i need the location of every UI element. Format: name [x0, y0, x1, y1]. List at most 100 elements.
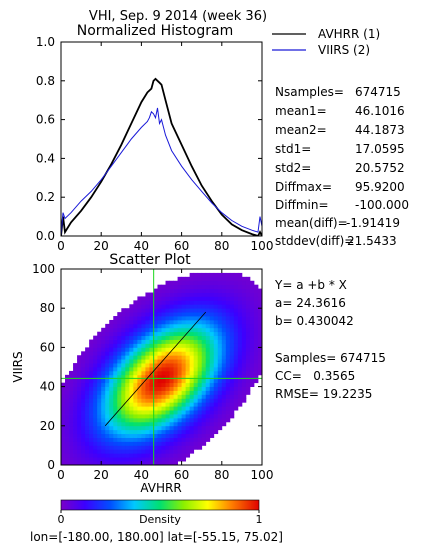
density-cell — [221, 284, 227, 289]
density-cell — [149, 312, 154, 317]
density-cell — [201, 343, 207, 348]
density-cell — [117, 351, 122, 356]
density-cell — [97, 386, 102, 391]
density-cell — [229, 359, 235, 364]
density-cell — [81, 363, 86, 368]
density-cell — [137, 437, 142, 442]
density-cell — [237, 327, 243, 333]
density-cell — [101, 390, 106, 395]
density-cell — [185, 312, 191, 317]
scatter-y-tick-label: 20 — [40, 419, 55, 433]
density-cell — [253, 363, 259, 368]
density-cell — [241, 394, 247, 399]
density-cell — [165, 394, 170, 399]
density-cell — [61, 441, 66, 446]
density-cell — [201, 323, 207, 329]
density-cell — [137, 312, 142, 317]
density-cell — [65, 394, 70, 399]
density-cell — [201, 367, 207, 372]
density-cell — [129, 421, 134, 427]
density-cell — [117, 370, 122, 376]
density-cell — [173, 292, 178, 297]
density-cell — [121, 319, 126, 325]
density-cell — [233, 343, 239, 348]
density-cell — [137, 355, 142, 360]
density-cell — [145, 292, 150, 297]
density-cell — [109, 327, 114, 333]
density-cell — [197, 304, 203, 309]
density-cell — [173, 370, 178, 376]
density-cell — [201, 335, 207, 340]
density-cell — [153, 433, 158, 438]
density-cell — [117, 429, 122, 435]
density-cell — [257, 367, 262, 372]
density-cell — [225, 414, 231, 419]
density-cell — [197, 425, 203, 431]
density-cell — [101, 398, 106, 403]
density-cell — [213, 292, 219, 297]
regression-equation: Y= a +b * X — [275, 278, 347, 292]
density-cell — [197, 323, 203, 329]
density-cell — [101, 339, 106, 344]
density-cell — [133, 445, 138, 450]
density-cell — [185, 296, 191, 301]
density-cell — [253, 288, 259, 293]
density-cell — [201, 304, 207, 309]
density-cell — [141, 319, 146, 325]
density-cell — [233, 331, 239, 337]
density-cell — [205, 343, 211, 348]
density-cell — [69, 453, 74, 458]
density-cell — [233, 288, 239, 293]
density-cell — [197, 429, 203, 435]
density-cell — [237, 343, 243, 348]
histogram-lines — [61, 77, 262, 236]
density-cell — [149, 378, 154, 384]
density-cell — [165, 410, 170, 415]
density-cell — [133, 335, 138, 340]
density-cell — [121, 335, 126, 340]
density-cell — [149, 347, 154, 352]
density-cell — [245, 347, 251, 352]
density-cell — [177, 367, 182, 372]
density-cell — [153, 417, 158, 423]
density-cell — [249, 339, 255, 344]
density-cell — [193, 429, 199, 435]
density-cell — [133, 425, 138, 431]
density-cell — [233, 327, 239, 333]
density-cell — [221, 378, 227, 384]
density-cell — [205, 394, 211, 399]
density-cell — [101, 449, 106, 454]
density-cell — [137, 417, 142, 423]
density-cell — [177, 449, 182, 454]
density-cell — [105, 386, 110, 391]
density-cell — [105, 437, 110, 442]
density-cell — [65, 461, 70, 465]
density-cell — [209, 398, 215, 403]
density-cell — [105, 343, 110, 348]
density-cell — [65, 449, 70, 454]
density-cell — [109, 441, 114, 446]
density-cell — [81, 461, 86, 465]
density-cell — [81, 359, 86, 364]
density-cell — [85, 351, 90, 356]
density-cell — [141, 363, 146, 368]
density-cell — [149, 406, 154, 411]
density-cell — [97, 437, 102, 442]
density-cell — [173, 429, 178, 435]
density-cell — [181, 300, 187, 305]
density-cell — [161, 417, 166, 423]
density-cell — [85, 398, 90, 403]
density-cell — [117, 441, 122, 446]
density-cell — [249, 355, 255, 360]
density-cell — [125, 312, 130, 317]
density-cell — [149, 343, 154, 348]
density-cell — [149, 319, 154, 325]
density-cell — [133, 437, 138, 442]
density-cell — [237, 323, 243, 329]
density-cell — [257, 370, 262, 376]
density-cell — [117, 449, 122, 454]
density-cell — [141, 347, 146, 352]
density-cell — [109, 359, 114, 364]
density-cell — [237, 300, 243, 305]
density-cell — [137, 339, 142, 344]
